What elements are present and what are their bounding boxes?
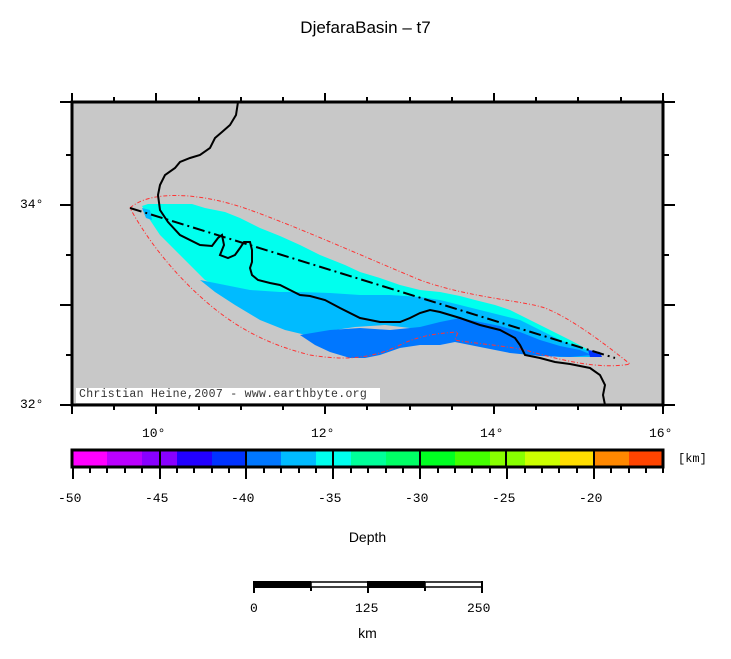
colorbar-tick-label: -25 bbox=[492, 491, 516, 506]
basin-depth-fill bbox=[142, 204, 602, 358]
profile-line bbox=[129, 207, 616, 359]
map-title: DjefaraBasin – t7 bbox=[300, 18, 431, 37]
lon-label-16: 16° bbox=[649, 426, 673, 441]
basin-envelope-outline bbox=[129, 195, 632, 367]
colorbar-tick-label: -45 bbox=[145, 491, 169, 506]
scale-unit: km bbox=[358, 625, 377, 641]
lon-label-12: 12° bbox=[311, 426, 335, 441]
map-background bbox=[72, 102, 663, 405]
right-axis-ticks bbox=[663, 101, 675, 406]
lon-label-10: 10° bbox=[142, 426, 166, 441]
colorbar-tick-label: -40 bbox=[231, 491, 255, 506]
credit-box bbox=[76, 388, 380, 403]
lon-label-14: 14° bbox=[480, 426, 504, 441]
scale-label-0: 0 bbox=[250, 601, 258, 616]
credit-text: Christian Heine,2007 - www.earthbyte.org bbox=[79, 388, 368, 401]
bottom-axis-ticks bbox=[71, 405, 664, 414]
colorbar-tick-label: -35 bbox=[318, 491, 342, 506]
colorbar-tick-label: -20 bbox=[579, 491, 603, 506]
top-axis-ticks bbox=[71, 93, 664, 102]
left-axis-ticks bbox=[60, 101, 72, 406]
colorbar-title: Depth bbox=[348, 529, 387, 545]
colorbar-tick-label: -50 bbox=[58, 491, 82, 506]
scale-label-125: 125 bbox=[355, 601, 379, 616]
lat-label-34: 34° bbox=[20, 197, 44, 212]
scale-label-250: 250 bbox=[467, 601, 491, 616]
lat-label-32: 32° bbox=[20, 397, 44, 412]
colorbar-unit: [km] bbox=[678, 452, 707, 466]
coastline bbox=[156, 101, 607, 406]
colorbar-tick-label: -30 bbox=[405, 491, 429, 506]
